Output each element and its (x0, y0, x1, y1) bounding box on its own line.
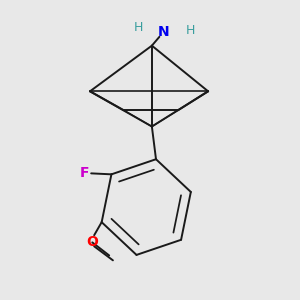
Text: O: O (86, 236, 98, 249)
Text: F: F (80, 166, 89, 180)
Text: H: H (186, 25, 195, 38)
Text: H: H (133, 21, 143, 34)
Text: N: N (157, 25, 169, 39)
